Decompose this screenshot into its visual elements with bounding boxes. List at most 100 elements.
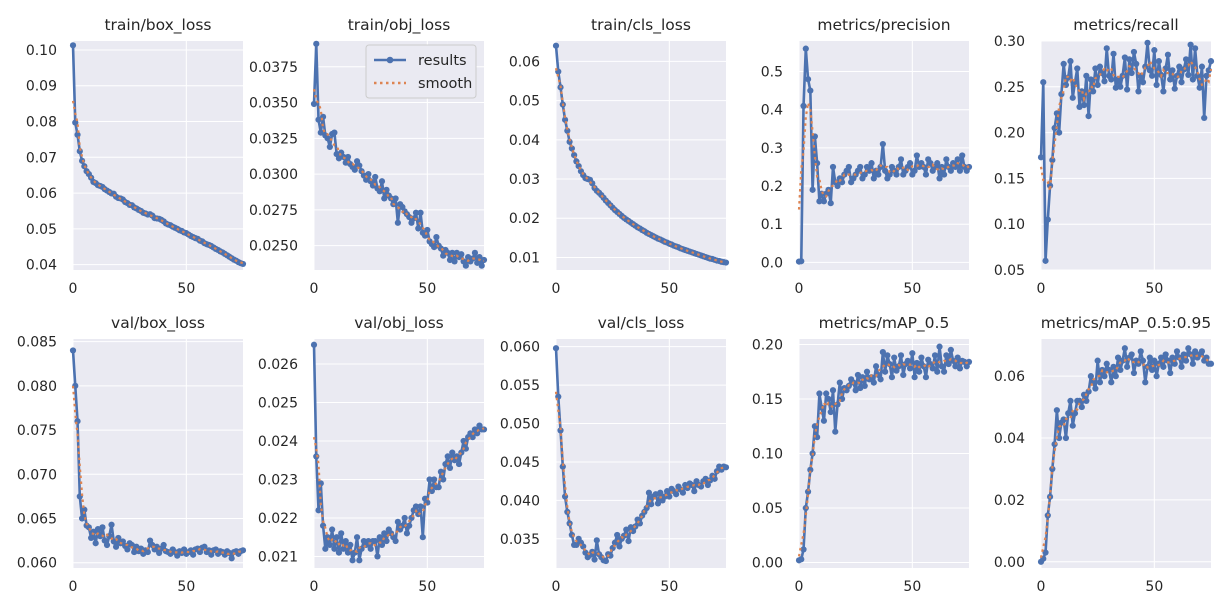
results-point	[836, 379, 843, 386]
y-tick-label: 0.07	[26, 150, 57, 166]
results-point	[1108, 76, 1115, 83]
results-point	[559, 463, 566, 470]
results-point	[81, 506, 88, 513]
x-tick-label: 50	[177, 281, 195, 297]
results-point	[1056, 129, 1063, 136]
chart-title: train/obj_loss	[348, 16, 451, 35]
results-point	[1144, 39, 1151, 46]
panel-val-obj-loss: 0 50 0.021 0.022 0.023 0.024 0.025 0.026 val/obj…	[258, 314, 488, 595]
results-point	[568, 145, 575, 152]
results-point	[1151, 47, 1158, 54]
results-point	[1110, 363, 1117, 370]
results-point	[1139, 79, 1147, 86]
results-point	[552, 345, 560, 352]
y-tick-label: 0.03	[509, 172, 540, 188]
results-point	[322, 545, 329, 552]
results-point	[913, 152, 920, 159]
results-point	[1090, 88, 1097, 95]
results-point	[78, 515, 86, 522]
y-tick-label: 0.5	[761, 65, 783, 81]
panel-metrics-map-0-5-0-95: 0 50 0.00 0.02 0.04 0.06 metrics/mAP_0.5:0.95	[994, 314, 1215, 595]
results-point	[943, 156, 950, 163]
results-point	[474, 259, 481, 266]
smooth-line	[797, 358, 970, 557]
results-point	[1192, 348, 1199, 355]
results-point	[378, 178, 386, 185]
y-tick-label: 0.1	[761, 217, 783, 233]
results-point	[872, 363, 880, 370]
results-point	[446, 464, 454, 472]
y-tick-label: 0.06	[509, 54, 540, 70]
results-point	[383, 537, 390, 545]
results-point	[945, 360, 952, 368]
results-point	[1124, 86, 1131, 93]
results-point	[625, 538, 632, 545]
results-point	[1078, 403, 1085, 411]
results-point	[679, 489, 687, 496]
y-tick-label: 0.09	[26, 79, 57, 95]
results-point	[934, 160, 941, 167]
results-point	[1182, 357, 1190, 364]
y-tick-label: 0.05	[994, 263, 1025, 279]
results-point	[97, 533, 104, 540]
y-tick-label: 0.025	[258, 396, 298, 412]
results-point	[1121, 345, 1128, 352]
results-point	[331, 545, 338, 552]
y-tick-label: 0.05	[26, 222, 57, 238]
results-point	[110, 538, 117, 545]
results-point	[911, 374, 918, 381]
results-point	[1178, 363, 1185, 370]
x-tick-label: 0	[795, 281, 804, 297]
results-point	[804, 488, 812, 495]
panel-metrics-recall: 0 50 0.05 0.10 0.15 0.20 0.25 0.30 metrics/recal…	[994, 16, 1215, 297]
x-tick-label: 50	[1145, 281, 1163, 297]
results-point	[144, 548, 151, 556]
results-point	[1176, 63, 1183, 70]
results-point	[1094, 357, 1101, 364]
results-point	[103, 541, 111, 549]
results-point	[1139, 357, 1147, 364]
y-tick-label: 0.050	[500, 417, 540, 433]
y-tick-label: 0.06	[26, 186, 57, 202]
results-point	[947, 346, 954, 354]
y-tick-label: 0.024	[258, 434, 298, 450]
results-point	[424, 226, 431, 234]
smooth-line	[312, 88, 485, 263]
results-point	[1192, 45, 1199, 52]
smooth-line	[71, 100, 244, 265]
results-point	[859, 374, 866, 381]
results-point	[877, 376, 884, 383]
x-tick-label: 0	[310, 281, 319, 297]
results-point	[684, 484, 691, 492]
x-tick-label: 50	[660, 579, 678, 595]
results-point	[1062, 434, 1070, 442]
legend-results-marker	[386, 56, 394, 64]
y-tick-label: 0.0350	[249, 96, 298, 112]
results-point	[88, 534, 95, 542]
results-point	[870, 379, 877, 386]
results-point	[825, 395, 832, 403]
y-tick-label: 0.075	[17, 423, 57, 439]
results-point	[342, 537, 349, 545]
results-point	[602, 557, 609, 565]
results-point	[1117, 83, 1124, 90]
results-point	[1207, 360, 1215, 367]
results-point	[1146, 354, 1153, 361]
results-point	[356, 557, 363, 564]
results-point	[922, 171, 930, 178]
results-point	[228, 555, 235, 562]
results-point	[458, 251, 465, 258]
y-tick-label: 0.080	[17, 379, 57, 395]
plot-area	[556, 41, 726, 270]
y-tick-label: 0.05	[752, 501, 783, 517]
y-tick-label: 0.04	[994, 431, 1025, 447]
results-point	[449, 249, 456, 256]
plot-area	[73, 41, 243, 270]
y-tick-label: 0.06	[994, 369, 1025, 385]
results-point	[879, 140, 886, 148]
results-point	[1101, 373, 1108, 380]
results-point	[403, 530, 411, 537]
y-tick-label: 0.04	[509, 133, 540, 149]
y-tick-label: 0.0275	[249, 203, 298, 219]
results-point	[376, 534, 383, 541]
